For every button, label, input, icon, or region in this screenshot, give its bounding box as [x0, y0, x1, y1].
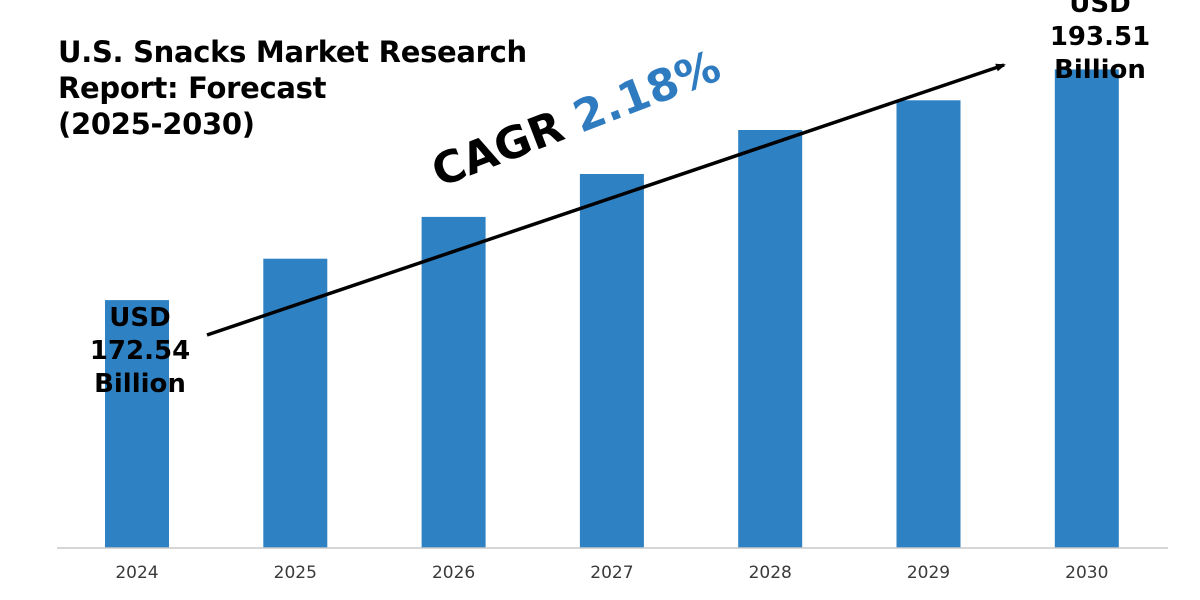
tick-label-2030: 2030	[1065, 563, 1108, 583]
tick-label-2026: 2026	[432, 563, 475, 583]
title-line-2: Report: Forecast	[58, 71, 327, 105]
bar-2030	[1054, 69, 1119, 549]
tick-labels-group: 2024 2025 2026 2027 2028 2029 2030	[115, 563, 1108, 583]
tick-label-2025: 2025	[274, 563, 317, 583]
end-callout-currency: USD	[1069, 0, 1131, 19]
end-callout-unit: Billion	[1054, 55, 1146, 85]
trend-arrow	[206, 63, 1006, 337]
start-callout-unit: Billion	[94, 369, 186, 399]
bar-2026	[421, 216, 486, 548]
start-callout-currency: USD	[109, 303, 171, 333]
title-line-1: U.S. Snacks Market Research	[58, 35, 527, 69]
bar-2029	[896, 100, 961, 549]
tick-label-2024: 2024	[115, 563, 158, 583]
start-value-callout: USD 172.54 Billion	[70, 302, 210, 401]
bar-2025	[263, 258, 328, 548]
chart-title: U.S. Snacks Market Research Report: Fore…	[58, 34, 527, 142]
end-callout-value: 193.51	[1049, 22, 1151, 52]
start-callout-value: 172.54	[89, 336, 191, 366]
bar-2028	[738, 130, 803, 548]
bars-group	[105, 69, 1119, 549]
title-line-3: (2025-2030)	[58, 107, 255, 141]
tick-label-2029: 2029	[907, 563, 950, 583]
bar-2027	[579, 174, 644, 548]
end-value-callout: USD 193.51 Billion	[1025, 0, 1175, 87]
tick-label-2027: 2027	[590, 563, 633, 583]
tick-label-2028: 2028	[749, 563, 792, 583]
bar-2024	[105, 300, 169, 548]
